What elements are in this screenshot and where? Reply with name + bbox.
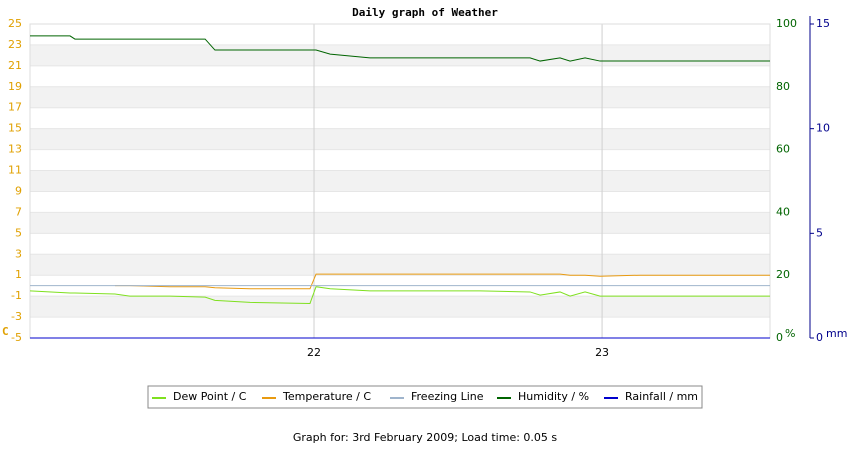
y3-tick-label: 15 <box>816 17 830 30</box>
chart-title: Daily graph of Weather <box>352 6 498 19</box>
y-tick-label: 21 <box>8 59 22 72</box>
grid-band <box>30 86 770 108</box>
y2-tick-label: 20 <box>776 268 790 281</box>
grid-band <box>30 254 770 276</box>
y-tick-label: 3 <box>15 247 22 260</box>
x-tick-label: 22 <box>307 346 321 359</box>
series-line <box>30 35 770 62</box>
y2-tick-label: 0 <box>776 331 783 344</box>
caption: Graph for: 3rd February 2009; Load time:… <box>293 431 558 444</box>
legend-label: Humidity / % <box>518 390 589 403</box>
y-tick-label: -3 <box>11 310 22 323</box>
legend-label: Freezing Line <box>411 390 484 403</box>
y-tick-label: 9 <box>15 184 22 197</box>
legend-label: Rainfall / mm <box>625 390 698 403</box>
y3-tick-label: 0 <box>816 331 823 344</box>
y-tick-label: 19 <box>8 80 22 93</box>
y-tick-label: 11 <box>8 164 22 177</box>
y3-tick-label: 5 <box>816 226 823 239</box>
y2-tick-label: 100 <box>776 17 797 30</box>
y-tick-label: 15 <box>8 122 22 135</box>
y-tick-label: 1 <box>15 268 22 281</box>
y2-tick-label: 60 <box>776 143 790 156</box>
grid-band <box>30 44 770 66</box>
legend-label: Dew Point / C <box>173 390 247 403</box>
y-tick-label: 13 <box>8 143 22 156</box>
y-tick-label: 23 <box>8 38 22 51</box>
y3-axis-label: mm <box>826 327 847 340</box>
y2-axis-label: % <box>785 327 795 340</box>
y2-tick-label: 40 <box>776 205 790 218</box>
grid-band <box>30 170 770 192</box>
legend-label: Temperature / C <box>282 390 371 403</box>
y-tick-label: -1 <box>11 289 22 302</box>
series-line <box>114 273 770 290</box>
grid-band <box>30 296 770 318</box>
grid-band <box>30 212 770 234</box>
grid-band <box>30 128 770 150</box>
legend-box <box>147 385 703 409</box>
y-tick-label: 25 <box>8 17 22 30</box>
y-tick-label: 17 <box>8 101 22 114</box>
series-line <box>29 286 770 304</box>
y-tick-label: 5 <box>15 226 22 239</box>
y-tick-label: 7 <box>15 205 22 218</box>
x-tick-label: 23 <box>595 346 609 359</box>
y2-tick-label: 80 <box>776 80 790 93</box>
y-axis-label: C <box>2 325 9 338</box>
y-tick-label: -5 <box>11 331 22 344</box>
y3-tick-label: 10 <box>816 122 830 135</box>
